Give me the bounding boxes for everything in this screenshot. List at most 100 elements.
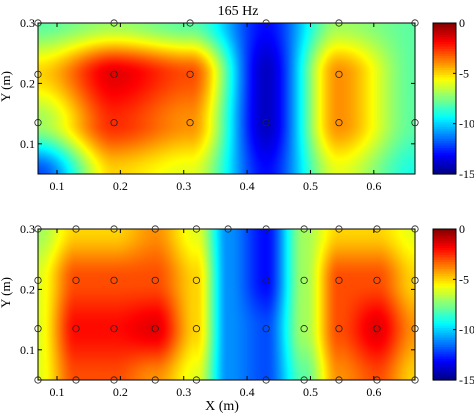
sensor-marker <box>72 225 80 233</box>
x-tick-label: 0.3 <box>176 385 191 399</box>
colorbar-step <box>433 56 456 59</box>
sensor-marker <box>335 19 343 27</box>
colorbar-step <box>433 250 456 254</box>
colorbar-step <box>433 169 456 173</box>
sensor-marker <box>34 276 42 284</box>
colorbar-step <box>433 98 456 102</box>
colorbar-step <box>433 39 456 43</box>
colorbar-step <box>433 247 456 251</box>
colorbar-step <box>433 259 456 263</box>
sensor-marker <box>411 376 419 384</box>
colorbar-step <box>433 344 456 348</box>
colorbar-step <box>433 72 456 76</box>
colorbar-step <box>433 252 456 256</box>
x-tick-label: 0.4 <box>240 385 255 399</box>
colorbar-step <box>433 79 456 83</box>
colorbar-step <box>433 63 456 67</box>
colorbar-step <box>433 84 456 88</box>
colorbar-step <box>433 96 456 100</box>
colorbar-step <box>433 23 456 26</box>
colorbar-step <box>433 346 456 350</box>
sensor-marker <box>224 225 232 233</box>
sensor-marker <box>72 325 80 333</box>
colorbar-step <box>433 157 456 161</box>
sensor-marker <box>34 70 42 78</box>
colorbar-step <box>433 290 456 294</box>
colorbar-tick-label: -5 <box>459 66 469 80</box>
colorbar-step <box>433 124 456 128</box>
colorbar-step <box>433 276 456 280</box>
colorbar-step <box>433 339 456 343</box>
colorbar-step <box>433 318 456 322</box>
colorbar-step <box>433 110 456 114</box>
colorbar-step <box>433 65 456 69</box>
sensor-marker <box>192 325 201 333</box>
figure-xlabel: X (m) <box>205 399 239 414</box>
sensor-marker <box>110 276 118 284</box>
colorbar-step <box>433 37 456 41</box>
x-tick-label: 0.4 <box>240 179 255 193</box>
y-axis-label: Y (m) <box>0 71 13 102</box>
colorbar-step <box>433 91 456 95</box>
x-tick-label: 0.1 <box>50 385 65 399</box>
colorbar-step <box>433 264 456 268</box>
x-tick-label: 0.1 <box>50 179 65 193</box>
colorbar-step <box>433 337 456 341</box>
colorbar-step <box>433 321 456 324</box>
colorbar-step <box>433 323 456 327</box>
sensor-marker <box>186 19 194 27</box>
colorbar-step <box>433 292 456 296</box>
colorbar-tick-label: 0 <box>459 16 465 30</box>
colorbar-step <box>433 100 456 104</box>
sensor-marker <box>262 325 270 333</box>
sensor-marker <box>300 376 308 384</box>
sensor-marker <box>192 225 201 233</box>
y-tick-label: 0.1 <box>20 343 35 357</box>
sensor-marker <box>72 376 80 384</box>
colorbar-step <box>433 140 456 144</box>
x-tick-label: 0.5 <box>303 385 318 399</box>
colorbar-step <box>433 254 456 258</box>
y-tick-label: 0.3 <box>20 222 35 236</box>
colorbar-step <box>433 48 456 52</box>
colorbar-step <box>433 112 456 116</box>
colorbar-step <box>433 103 456 107</box>
sensor-marker <box>335 70 343 78</box>
colorbar-tick-label: -10 <box>459 117 474 131</box>
sensor-marker <box>34 376 42 384</box>
colorbar-step <box>433 58 456 62</box>
colorbar-step <box>433 67 456 71</box>
colorbar-step <box>433 278 456 282</box>
colorbar-step <box>433 27 456 31</box>
colorbar-step <box>433 126 456 130</box>
colorbar-step <box>433 330 456 334</box>
colorbar-step <box>433 356 456 360</box>
colorbar-step <box>433 280 456 284</box>
colorbar-step <box>433 351 456 355</box>
colorbar-step <box>433 25 456 29</box>
colorbar-step <box>433 316 456 320</box>
plot-frame <box>37 22 416 175</box>
colorbar-tick-label: -10 <box>459 323 474 337</box>
colorbar-step <box>433 243 456 247</box>
sensor-marker <box>262 225 270 233</box>
sensor-marker <box>110 225 118 233</box>
colorbar-step <box>433 325 456 329</box>
figure-title: 165 Hz <box>218 4 259 19</box>
sensor-marker <box>335 119 343 127</box>
colorbar-step <box>433 60 456 64</box>
colorbar-step <box>433 89 456 93</box>
y-tick-label: 0.2 <box>20 282 35 296</box>
colorbar-step <box>433 34 456 38</box>
colorbar-tick-label: -15 <box>459 167 474 181</box>
colorbar-step <box>433 155 456 159</box>
colorbar-step <box>433 164 456 168</box>
colorbar-step <box>433 143 456 147</box>
sensor-marker <box>411 119 419 127</box>
colorbar-step <box>433 231 456 235</box>
colorbar-step <box>433 129 456 133</box>
sensor-marker <box>300 225 308 233</box>
sensor-marker <box>262 119 270 127</box>
colorbar-step <box>433 365 456 369</box>
sensor-marker <box>335 376 343 384</box>
